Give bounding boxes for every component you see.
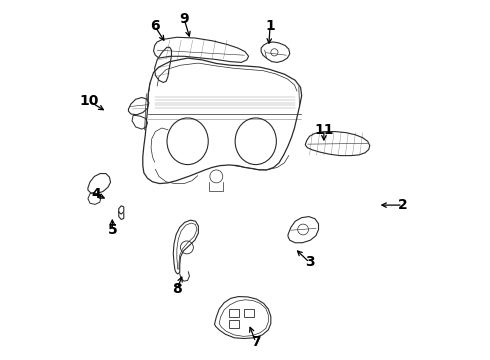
Text: 7: 7 [251, 335, 261, 349]
Text: 4: 4 [91, 187, 101, 201]
Text: 10: 10 [79, 94, 98, 108]
Bar [245, 309, 254, 317]
Bar [229, 320, 239, 328]
Text: 3: 3 [305, 256, 315, 270]
Text: 2: 2 [398, 198, 408, 212]
Bar [229, 309, 239, 317]
Text: 5: 5 [107, 223, 117, 237]
Text: 11: 11 [314, 123, 334, 137]
Text: 1: 1 [265, 19, 275, 33]
Text: 9: 9 [179, 12, 189, 26]
Text: 8: 8 [172, 282, 182, 296]
Text: 6: 6 [150, 19, 159, 33]
